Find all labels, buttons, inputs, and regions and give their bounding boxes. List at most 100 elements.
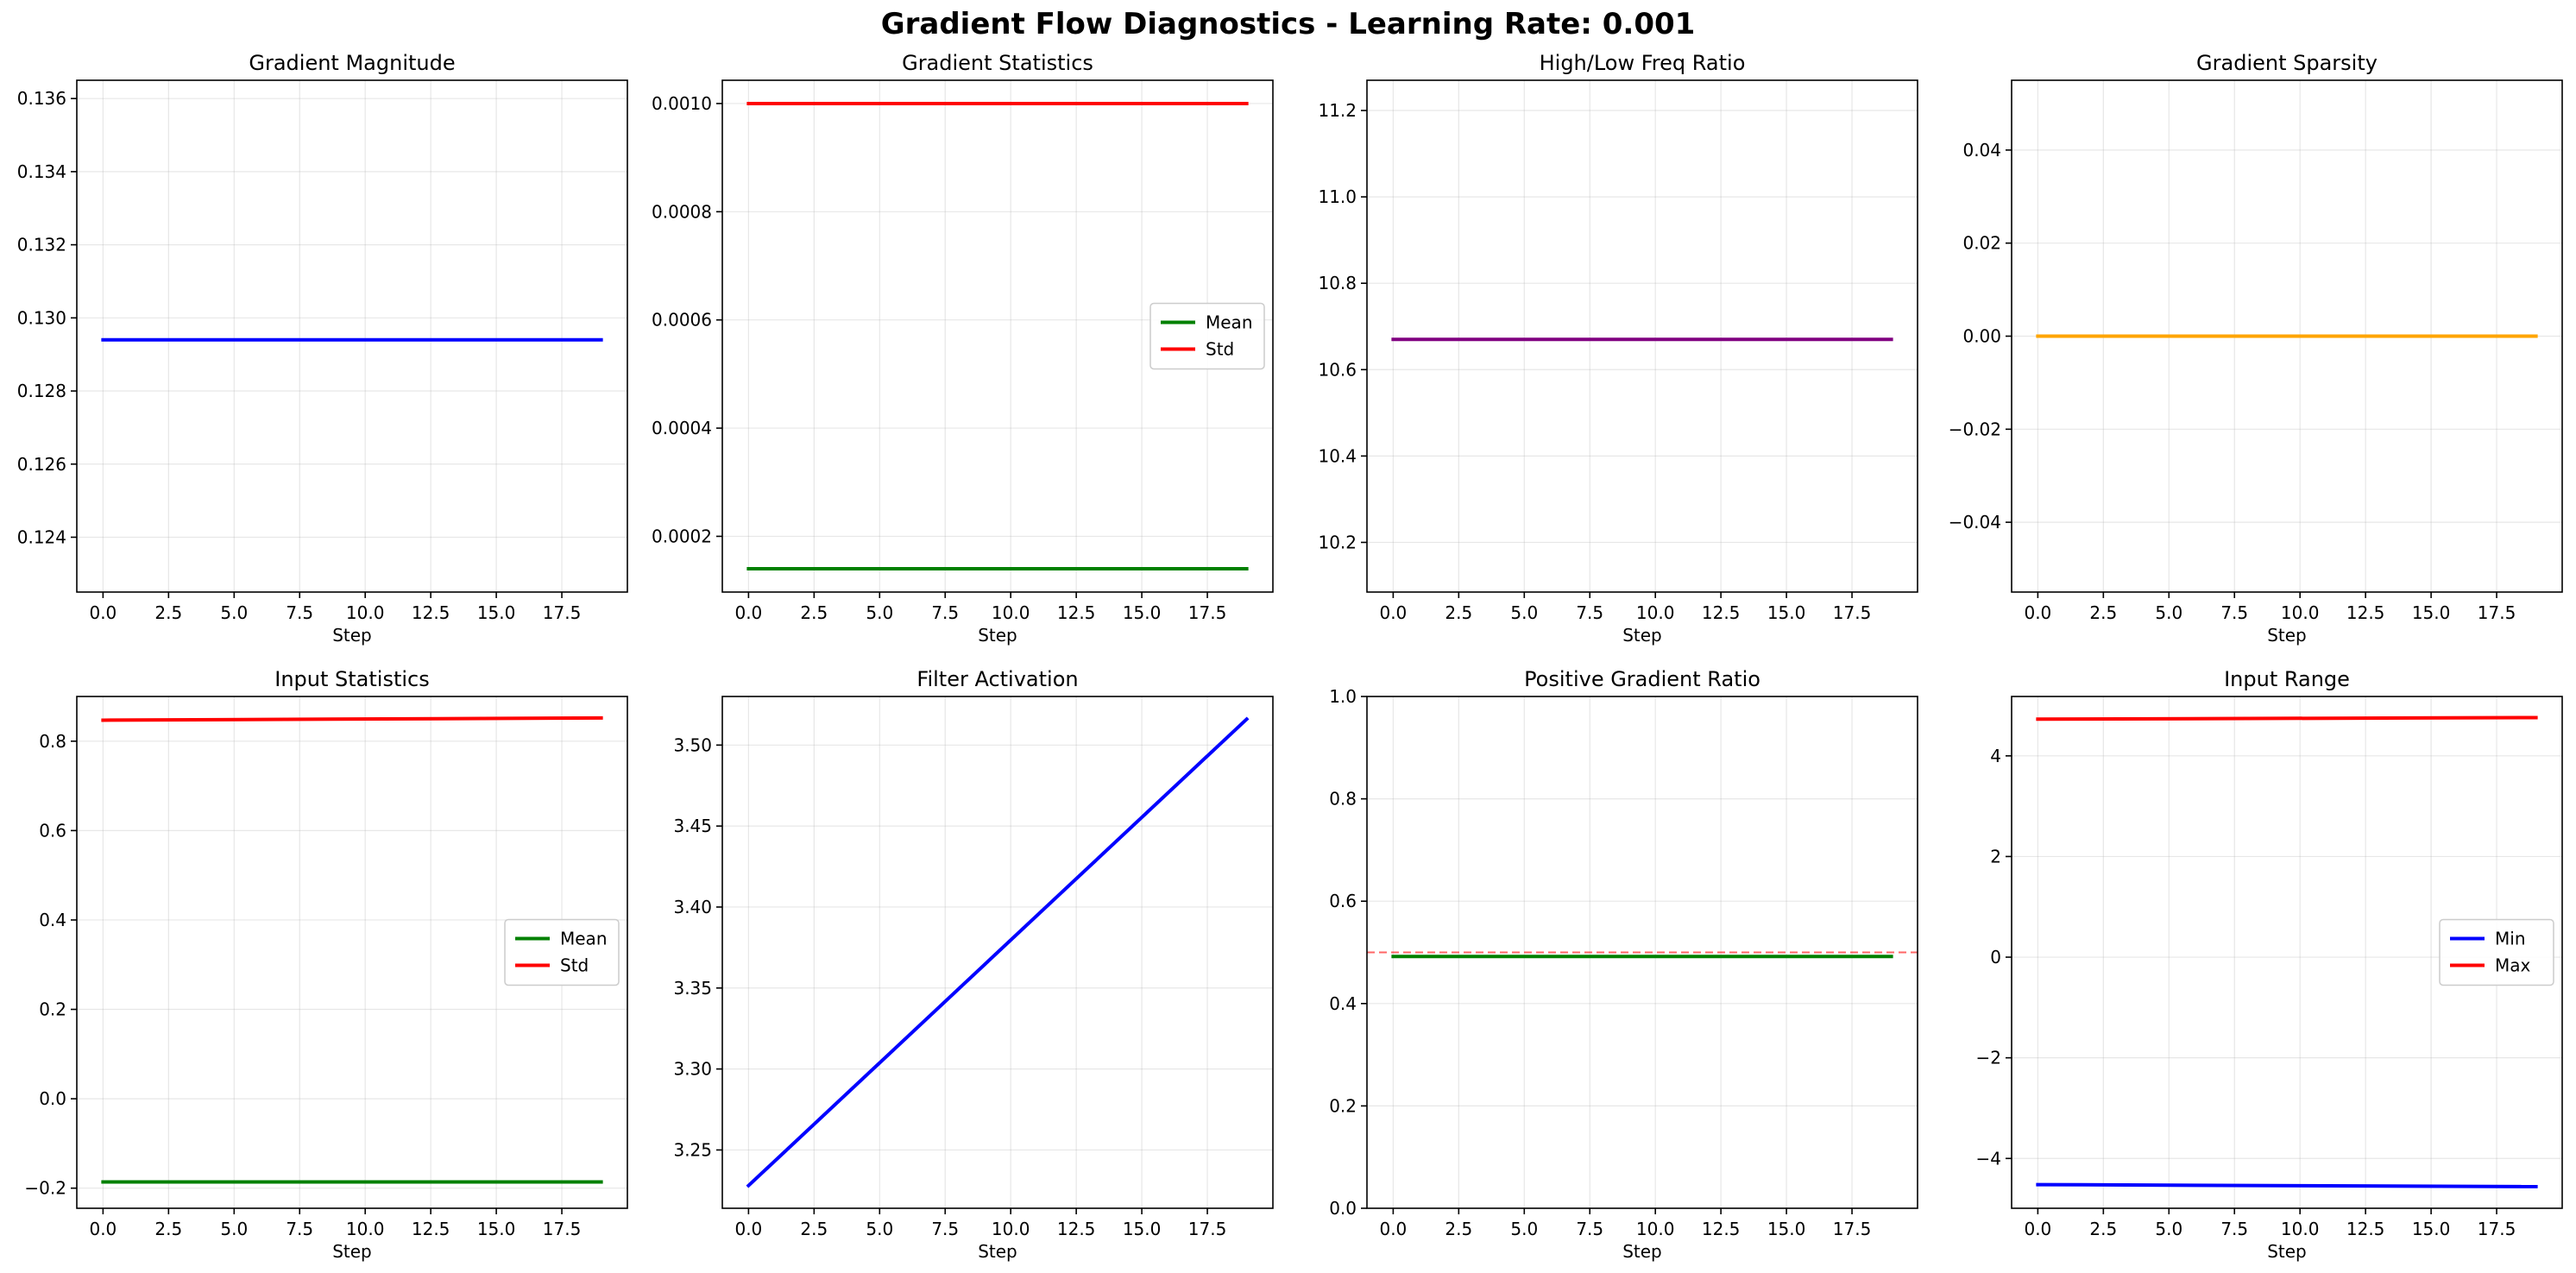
x-tick-label: 2.5: [2089, 602, 2117, 623]
y-tick-label: −4: [1976, 1148, 2001, 1169]
subplot-title: Positive Gradient Ratio: [1524, 667, 1760, 691]
x-tick-label: 10.0: [1636, 1219, 1675, 1239]
x-tick-label: 15.0: [477, 1219, 516, 1239]
x-axis-label: Step: [978, 625, 1017, 646]
x-tick-label: 10.0: [2281, 602, 2320, 623]
subplot-title: Gradient Sparsity: [2196, 51, 2378, 75]
y-tick-label: 0.136: [17, 88, 66, 109]
y-tick-label: 10.4: [1318, 445, 1357, 466]
y-tick-label: 11.0: [1318, 186, 1357, 207]
x-tick-label: 2.5: [1445, 602, 1472, 623]
x-tick-label: 10.0: [346, 1219, 385, 1239]
x-tick-label: 0.0: [1379, 1219, 1407, 1239]
subplot-title: Filter Activation: [916, 667, 1078, 691]
x-tick-label: 0.0: [734, 602, 762, 623]
x-tick-label: 7.5: [1576, 1219, 1603, 1239]
legend: Mean Std: [1149, 302, 1265, 370]
y-tick-label: 10.6: [1318, 359, 1357, 380]
axes-frame: [2011, 696, 2563, 1209]
series-line-min: [2036, 1182, 2538, 1188]
y-tick-label: 0.130: [17, 307, 66, 328]
subplot-input-statistics: 0.0 2.5 5.0 7.5 10.0 12.5 15.0 17.5 −0.2 0.0 0.2 0.…: [24, 667, 628, 1262]
y-tick-label: −0.04: [1949, 512, 2001, 533]
y-tick-label: 4: [1990, 746, 2001, 766]
y-tick-label: −0.02: [1949, 419, 2001, 439]
y-tick-label: 10.8: [1318, 273, 1357, 293]
x-axis-label: Step: [1622, 625, 1662, 646]
x-axis-label: Step: [332, 625, 372, 646]
y-tick-label: 0.2: [39, 999, 66, 1020]
x-tick-label: 10.0: [992, 1219, 1030, 1239]
x-tick-label: 2.5: [800, 1219, 828, 1239]
legend-box: [2439, 918, 2554, 986]
y-tick-label: 0.6: [39, 820, 66, 841]
axes-frame: [721, 79, 1274, 593]
legend-box: [1149, 302, 1265, 370]
legend-label: Min: [2495, 929, 2526, 949]
x-tick-label: 5.0: [2155, 602, 2182, 623]
x-tick-label: 12.5: [412, 602, 450, 623]
y-tick-label: 0.126: [17, 454, 66, 475]
series-line-max: [2036, 715, 2538, 722]
x-axis-label: Step: [332, 1241, 372, 1262]
axes-frame: [721, 696, 1274, 1209]
x-tick-label: 12.5: [412, 1219, 450, 1239]
x-tick-label: 7.5: [1576, 602, 1603, 623]
x-tick-label: 5.0: [866, 602, 893, 623]
x-tick-label: 2.5: [154, 602, 182, 623]
x-tick-label: 0.0: [734, 1219, 762, 1239]
subplot-title: High/Low Freq Ratio: [1540, 51, 1746, 75]
legend-label: Mean: [560, 929, 608, 949]
x-tick-label: 17.5: [1833, 1219, 1872, 1239]
x-tick-label: 15.0: [477, 602, 516, 623]
x-tick-label: 0.0: [89, 602, 117, 623]
x-tick-label: 10.0: [992, 602, 1030, 623]
x-axis-label: Step: [2267, 625, 2307, 646]
x-tick-label: 5.0: [866, 1219, 893, 1239]
y-tick-label: 0.6: [1329, 891, 1357, 911]
x-tick-label: 5.0: [2155, 1219, 2182, 1239]
subplot-grad-statistics: 0.0 2.5 5.0 7.5 10.0 12.5 15.0 17.5 0.0002 0.0004…: [652, 51, 1274, 646]
subplot-title: Input Range: [2224, 667, 2350, 691]
y-tick-label: 0.0: [1329, 1198, 1357, 1219]
y-tick-label: 3.30: [673, 1059, 712, 1080]
x-tick-label: 5.0: [220, 1219, 248, 1239]
x-tick-label: 17.5: [1188, 602, 1227, 623]
x-tick-label: 15.0: [2412, 602, 2451, 623]
x-tick-label: 2.5: [1445, 1219, 1472, 1239]
x-tick-label: 15.0: [1123, 1219, 1162, 1239]
y-tick-label: 0.4: [39, 910, 66, 930]
x-tick-label: 12.5: [1702, 1219, 1741, 1239]
x-tick-label: 7.5: [2220, 1219, 2248, 1239]
y-tick-label: −0.2: [24, 1178, 66, 1199]
y-tick-label: 2: [1990, 846, 2001, 867]
x-tick-label: 10.0: [2281, 1219, 2320, 1239]
x-tick-label: 7.5: [931, 1219, 959, 1239]
x-tick-label: 0.0: [89, 1219, 117, 1239]
x-tick-label: 12.5: [1057, 602, 1096, 623]
subplot-title: Gradient Magnitude: [249, 51, 455, 75]
y-tick-label: 3.50: [673, 734, 712, 755]
axes-frame: [76, 696, 628, 1209]
x-tick-label: 17.5: [1188, 1219, 1227, 1239]
x-tick-label: 12.5: [1702, 602, 1741, 623]
x-tick-label: 0.0: [1379, 602, 1407, 623]
y-tick-label: 0.132: [17, 235, 66, 255]
x-tick-label: 2.5: [800, 602, 828, 623]
subplot-positive-grad-ratio: 0.0 2.5 5.0 7.5 10.0 12.5 15.0 17.5 0.0 0.2 0.4 0.6…: [1329, 667, 1918, 1262]
y-tick-label: 3.45: [673, 816, 712, 836]
x-tick-label: 15.0: [1123, 602, 1162, 623]
x-tick-label: 5.0: [1510, 602, 1538, 623]
axes-frame: [1366, 79, 1918, 593]
x-axis-label: Step: [978, 1241, 1017, 1262]
y-tick-label: 0.0004: [652, 418, 712, 438]
y-tick-label: 0.0: [39, 1088, 66, 1109]
x-tick-label: 15.0: [1767, 1219, 1806, 1239]
x-tick-label: 17.5: [543, 1219, 582, 1239]
y-tick-label: −2: [1976, 1048, 2001, 1068]
x-tick-label: 5.0: [220, 602, 248, 623]
subplot-input-range: 0.0 2.5 5.0 7.5 10.0 12.5 15.0 17.5 −4 −2 0 2 4 Input…: [1976, 667, 2563, 1262]
x-tick-label: 0.0: [2024, 602, 2051, 623]
x-tick-label: 10.0: [346, 602, 385, 623]
axes-frame: [1366, 696, 1918, 1209]
